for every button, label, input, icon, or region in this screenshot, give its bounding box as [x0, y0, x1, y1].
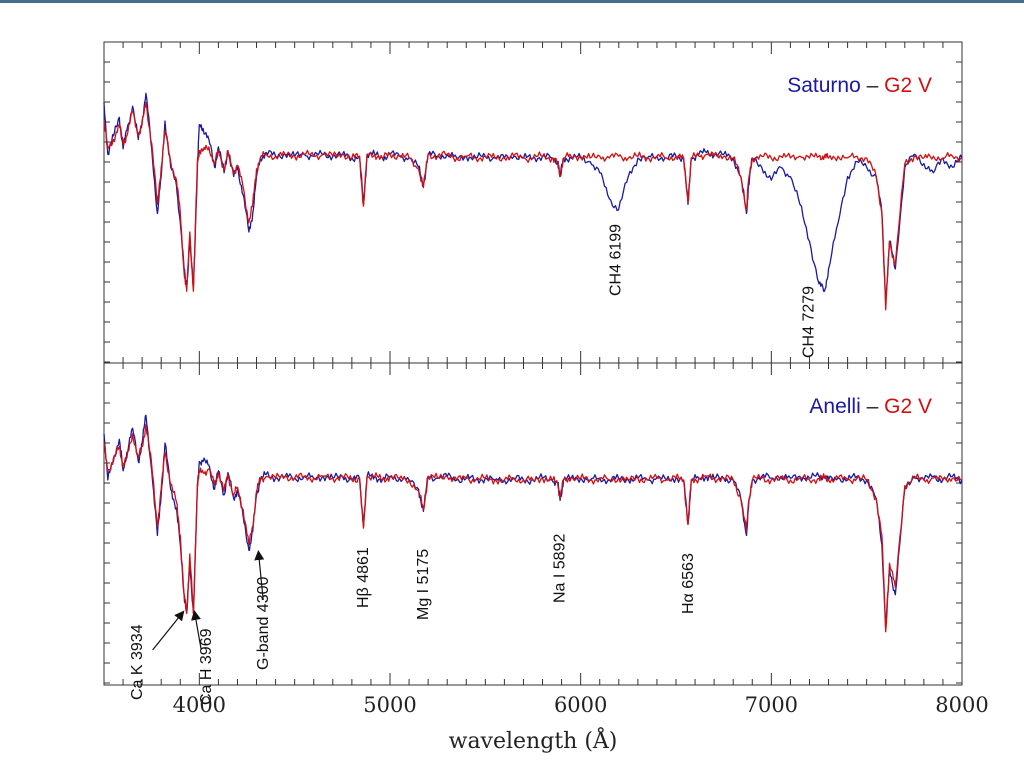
x-tick-label: 7000 [745, 693, 798, 717]
arrow-g-band-4300 [254, 550, 265, 601]
line-label-g-band-4300: G-band 4300 [255, 576, 272, 670]
line-label-ch4-6199: CH4 6199 [608, 224, 625, 296]
x-tick-label: 8000 [935, 693, 988, 717]
panel-1: Saturno – G2 V [103, 41, 963, 364]
series-line-blue [103, 414, 963, 629]
line-label-ca-h-3969: Ca H 3969 [198, 628, 215, 705]
x-tick-label: 4000 [173, 693, 226, 717]
arrow-ca-k-3934 [152, 610, 185, 651]
panel-2: Anelli – G2 V [103, 362, 963, 686]
legend: Saturno – G2 V [787, 74, 932, 97]
panel-frame [103, 362, 963, 686]
series-line-red [103, 101, 963, 311]
series-line-blue [103, 92, 963, 303]
line-label-h-4861: Hβ 4861 [355, 547, 372, 608]
legend-dash: – [861, 395, 884, 418]
legend-second: G2 V [884, 74, 932, 97]
x-tick-label: 6000 [554, 693, 607, 717]
x-axis-title: wavelength (Å) [449, 726, 618, 754]
line-label-h-6563: Hα 6563 [680, 553, 697, 614]
arrow-ca-h-3969 [191, 610, 202, 651]
line-label-ca-k-3934: Ca K 3934 [129, 624, 146, 700]
legend: Anelli – G2 V [809, 395, 932, 418]
legend-first: Saturno [787, 74, 861, 97]
line-label-ch4-7279: CH4 7279 [800, 286, 817, 358]
annotations: CH4 6199 CH4 7279 Ca K 3934 Ca H 3969 G-band… [129, 224, 817, 705]
x-tick-label: 5000 [363, 693, 416, 717]
legend-second: G2 V [884, 395, 932, 418]
line-label-mg-i-5175: Mg I 5175 [415, 549, 432, 620]
top-accent-bar [0, 0, 1024, 3]
line-label-na-i-5892: Na I 5892 [551, 534, 568, 603]
legend-first: Anelli [809, 395, 860, 418]
legend-dash: – [861, 74, 884, 97]
series-line-red [103, 423, 963, 633]
